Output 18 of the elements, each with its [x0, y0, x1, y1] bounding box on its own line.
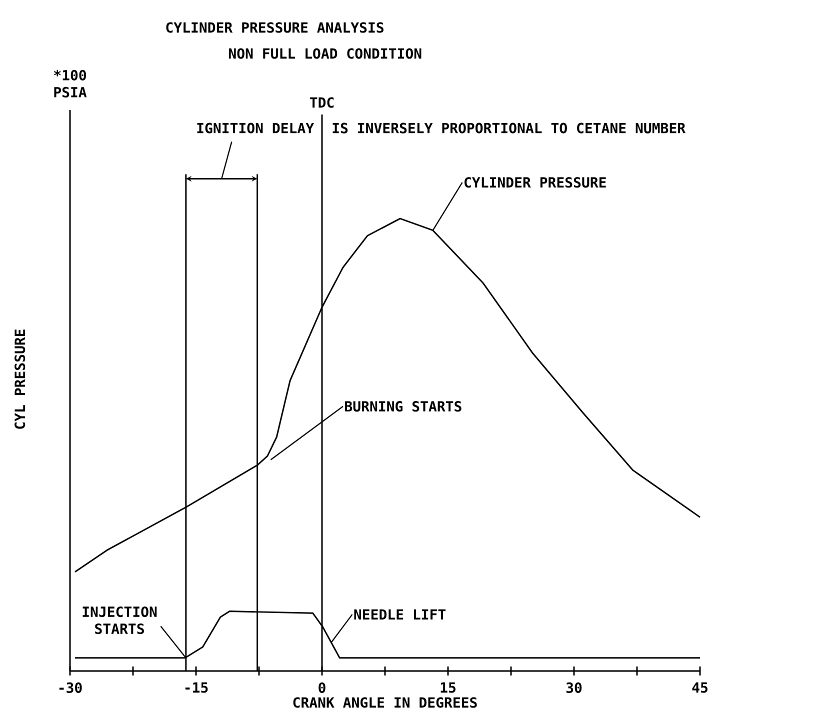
ref-line-label: TDC [310, 97, 334, 108]
y-axis-title: CYL PRESSURE [14, 330, 26, 429]
annotation: BURNING STARTS [345, 401, 462, 412]
x-tick-label: 15 [440, 682, 456, 693]
text: IS INVERSELY PROPORTIONAL TO CETANE NUMBER [332, 122, 686, 134]
x-tick-label: -30 [59, 682, 82, 693]
x-tick-label: -15 [185, 682, 208, 693]
text: NEEDLE LIFT [354, 609, 446, 620]
chart-subtitle: NON FULL LOAD CONDITION [229, 48, 422, 59]
x-tick-label: 45 [692, 682, 708, 693]
x-tick-label: 0 [318, 682, 326, 693]
text: IGNITION DELAY [197, 122, 314, 134]
annotation: INJECTION STARTS [82, 606, 157, 634]
text: *100 PSIA [54, 70, 87, 98]
x-axis-title: CRANK ANGLE IN DEGREES [293, 697, 477, 708]
x-tick-label: 30 [566, 682, 582, 693]
text: CYLINDER PRESSURE [464, 177, 606, 188]
chart-title: CYLINDER PRESSURE ANALYSIS [166, 22, 384, 33]
